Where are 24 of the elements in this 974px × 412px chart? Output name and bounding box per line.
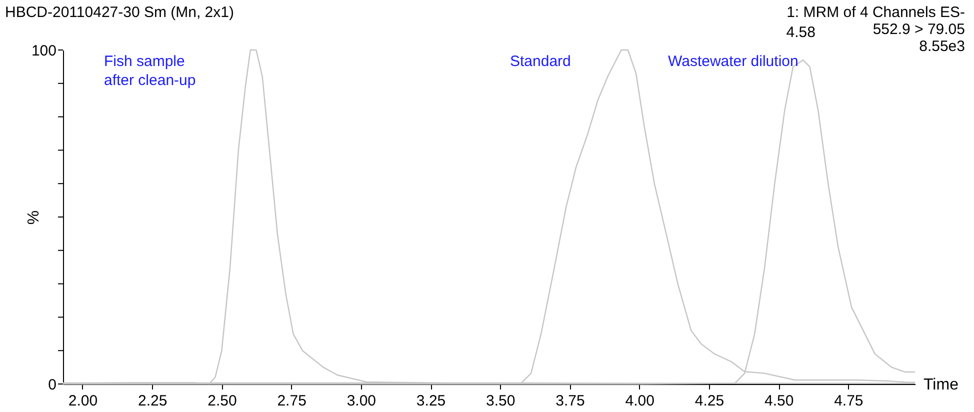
text: 1: MRM of 4 Channels ES-	[786, 4, 965, 21]
y-tick-label: 0	[48, 376, 56, 394]
x-tick-label: 3.75	[556, 392, 585, 410]
x-tick-label: 4.50	[764, 392, 794, 410]
x-tick-label: 4.00	[625, 392, 654, 410]
x-tick-label: 4.25	[694, 392, 724, 410]
chart-title: HBCD-20110427-30 Sm (Mn, 2x1)	[5, 4, 234, 21]
x-tick-label: 4.75	[834, 392, 864, 410]
x-tick-label: 2.25	[138, 392, 168, 410]
y-axis-title: %	[26, 210, 42, 225]
text: 552.9 > 79.05	[872, 21, 965, 38]
x-tick-label: 3.50	[486, 392, 516, 410]
x-tick-label: 2.50	[208, 392, 237, 410]
x-tick-label: 2.75	[277, 392, 306, 410]
annotation: Wastewater dilution	[668, 53, 798, 70]
x-axis-title: Time	[924, 376, 959, 394]
annotation: Standard	[510, 53, 571, 70]
annotation: Fish sample after clean-up	[104, 53, 196, 89]
x-tick-label: 2.00	[68, 392, 98, 410]
x-tick-label: 3.25	[416, 392, 446, 410]
text: 8.55e3	[919, 38, 965, 55]
y-tick-label: 100	[31, 42, 56, 60]
annotation: 4.58	[786, 24, 816, 42]
x-tick-label: 3.00	[346, 392, 376, 410]
